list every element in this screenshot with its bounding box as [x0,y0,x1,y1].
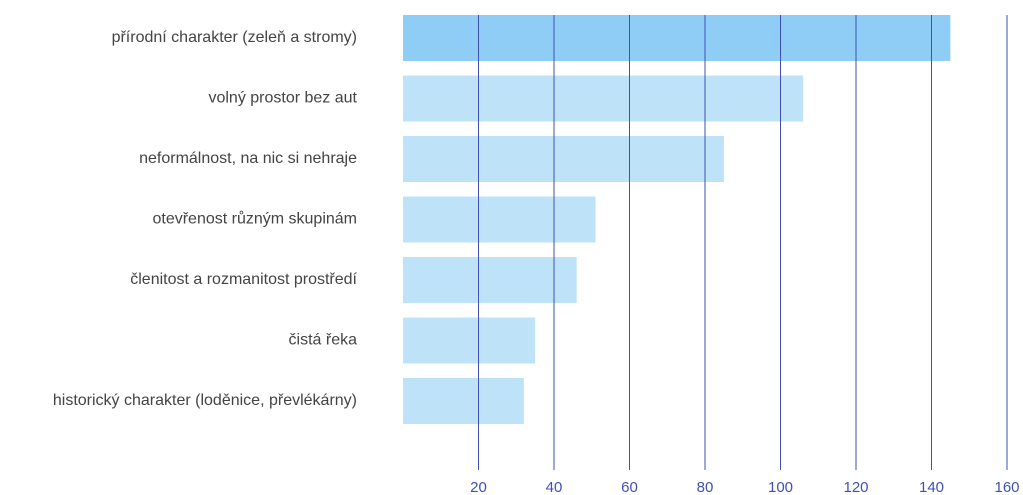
x-tick-label: 60 [621,479,638,495]
x-tick-label: 120 [843,479,868,495]
x-tick-label: 80 [697,479,714,495]
bar [403,136,724,182]
x-tick-label: 40 [546,479,563,495]
bar [403,317,536,364]
category-label: historický charakter (loděnice, převléká… [53,392,357,409]
x-tick-label: 160 [994,479,1019,495]
x-tick-label: 100 [768,479,793,495]
bar [403,378,524,424]
x-tick-label: 20 [470,479,487,495]
category-label: přírodní charakter (zeleň a stromy) [112,29,357,46]
bar [403,15,951,61]
category-label: otevřenost různým skupinám [152,210,357,228]
category-label: volný prostor bez aut [208,90,357,107]
category-label: členitost a rozmanitost prostředí [130,271,357,288]
category-label: čistá řeka [289,332,358,349]
bar [403,196,596,243]
bar [403,75,804,122]
bar [403,257,577,303]
category-label: neformálnost, na nic si nehraje [139,150,357,167]
x-tick-label: 140 [919,479,944,495]
